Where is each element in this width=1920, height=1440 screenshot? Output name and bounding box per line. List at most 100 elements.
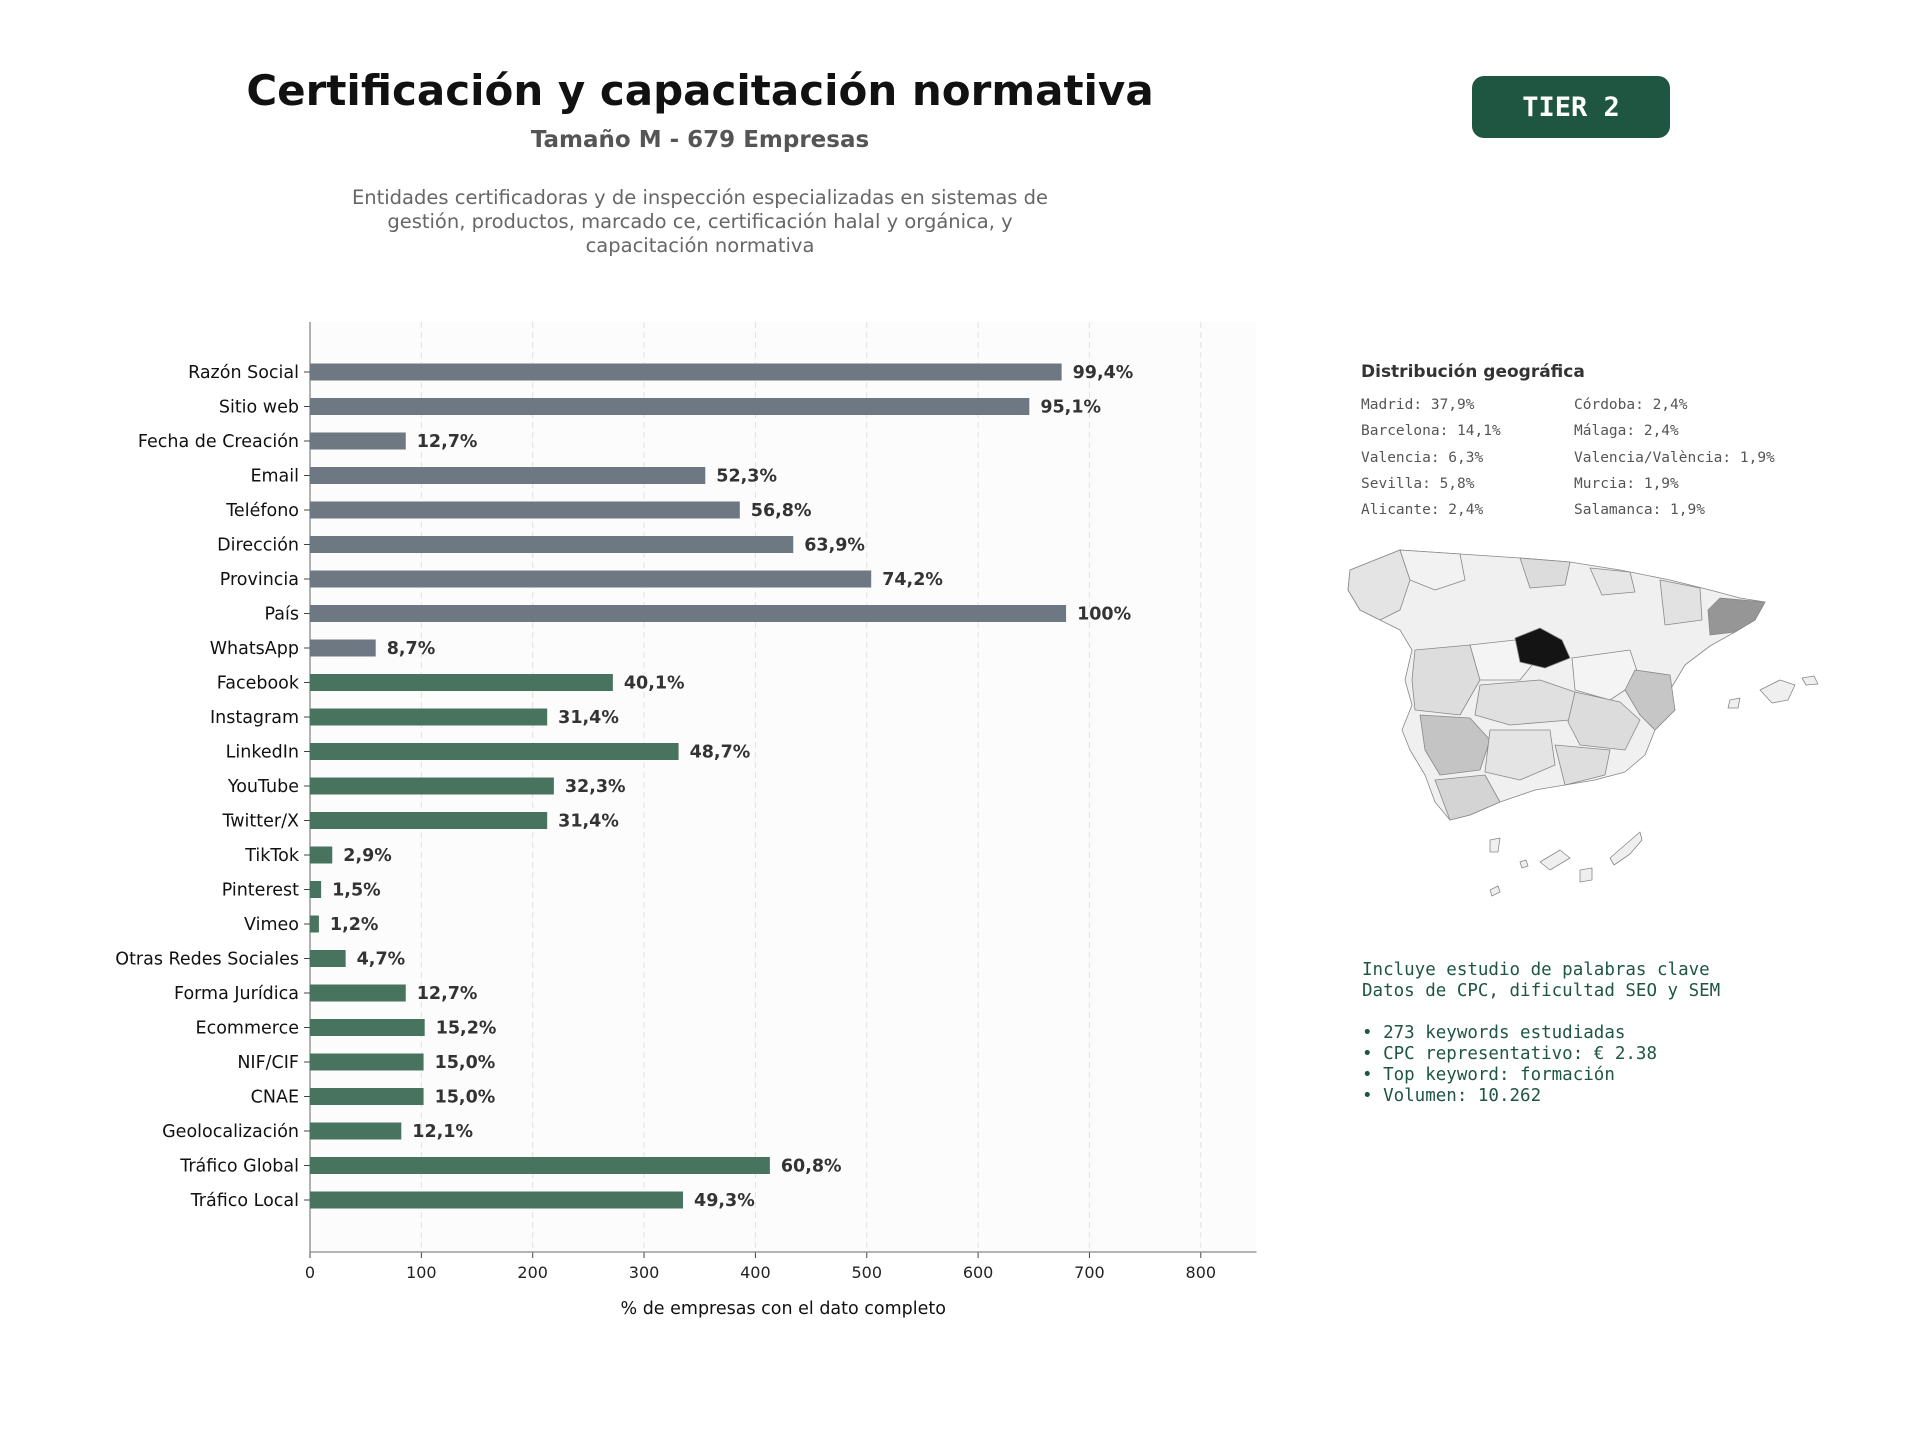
map-island xyxy=(1519,859,1529,869)
y-tick-label: LinkedIn xyxy=(226,743,299,763)
y-tick-label: Pinterest xyxy=(222,881,299,901)
bar-value-label: 15,2% xyxy=(436,1019,497,1039)
y-tick-label: TikTok xyxy=(244,846,300,866)
map-mainland xyxy=(1347,549,1766,821)
map-region xyxy=(1659,579,1703,626)
map-island xyxy=(1579,867,1593,883)
y-tick-label: Geolocalización xyxy=(162,1122,299,1142)
description-line-1: Entidades certificadoras y de inspección… xyxy=(351,186,1049,209)
y-tick-label: Ecommerce xyxy=(196,1019,299,1039)
map-region xyxy=(1519,557,1571,589)
map-region xyxy=(1434,774,1501,821)
spain-map xyxy=(1347,549,1819,897)
y-tick-label: WhatsApp xyxy=(210,639,299,659)
bar-value-label: 63,9% xyxy=(804,536,865,556)
y-tick-label: Email xyxy=(250,467,299,487)
map-region xyxy=(1707,597,1766,636)
bar-value-label: 1,5% xyxy=(332,881,381,901)
geo-item: Valencia/València: 1,9% xyxy=(1574,449,1775,466)
x-tick-label: 600 xyxy=(963,1263,994,1282)
y-tick-label: Razón Social xyxy=(188,363,299,383)
bar-value-label: 56,8% xyxy=(751,501,812,521)
geo-column-left: Madrid: 37,9% Barcelona: 14,1% Valencia:… xyxy=(1361,397,1501,528)
bar-value-label: 12,7% xyxy=(417,984,478,1004)
bar xyxy=(310,432,406,450)
y-tick-label: Dirección xyxy=(217,536,299,556)
bar xyxy=(310,881,322,898)
bar-value-label: 60,8% xyxy=(781,1157,842,1177)
geo-item: Madrid: 37,9% xyxy=(1361,397,1475,413)
bar-value-label: 31,4% xyxy=(558,708,619,728)
bar xyxy=(310,708,548,726)
bar xyxy=(310,777,554,795)
y-tick-label: Forma Jurídica xyxy=(174,984,299,1004)
keyword-bullet: • Volumen: 10.262 xyxy=(1362,1086,1542,1106)
bar xyxy=(310,915,319,933)
bar-value-label: 15,0% xyxy=(435,1088,496,1108)
map-region xyxy=(1484,729,1556,781)
bar xyxy=(310,467,706,484)
map-region xyxy=(1624,669,1676,731)
bar xyxy=(310,1053,424,1071)
bar xyxy=(310,1088,424,1105)
bar-value-label: 48,7% xyxy=(690,743,751,763)
keyword-bullet: • CPC representativo: € 2.38 xyxy=(1362,1044,1658,1064)
y-tick-label: Instagram xyxy=(210,708,299,728)
bar xyxy=(310,743,679,760)
map-island xyxy=(1489,885,1501,897)
x-tick-label: 800 xyxy=(1186,1263,1217,1282)
geo-item: Murcia: 1,9% xyxy=(1574,475,1679,492)
bar xyxy=(310,1157,770,1174)
x-tick-label: 400 xyxy=(740,1263,771,1282)
bar-value-label: 1,2% xyxy=(330,915,379,935)
bar xyxy=(310,674,613,691)
y-tick-label: YouTube xyxy=(227,777,299,797)
keyword-bullet: • 273 keywords estudiadas xyxy=(1362,1023,1626,1043)
map-region xyxy=(1419,714,1491,776)
y-tick-label: CNAE xyxy=(251,1088,299,1108)
x-tick-label: 0 xyxy=(305,1263,315,1282)
bar xyxy=(310,846,333,864)
y-tick-label: Sitio web xyxy=(219,398,299,418)
bar-value-label: 52,3% xyxy=(716,467,777,487)
bar xyxy=(310,570,872,588)
map-island xyxy=(1539,849,1571,871)
bar-value-label: 2,9% xyxy=(343,846,392,866)
keywords-panel: Incluye estudio de palabras clave Datos … xyxy=(1362,960,1720,1107)
x-axis-label: % de empresas con el dato completo xyxy=(621,1299,946,1319)
bar-value-label: 40,1% xyxy=(624,674,685,694)
y-tick-label: Fecha de Creación xyxy=(138,432,299,452)
bar-value-label: 4,7% xyxy=(357,950,406,970)
bar xyxy=(310,1191,684,1209)
map-region xyxy=(1514,627,1571,669)
bar xyxy=(310,1019,425,1036)
y-tick-label: País xyxy=(265,605,299,625)
bar-value-label: 12,1% xyxy=(412,1122,473,1142)
geo-item: Salamanca: 1,9% xyxy=(1574,502,1705,519)
map-region xyxy=(1474,679,1576,726)
bar-value-label: 32,3% xyxy=(565,777,626,797)
bar xyxy=(310,398,1030,415)
map-island xyxy=(1759,679,1796,704)
bar-value-label: 31,4% xyxy=(558,812,619,832)
y-tick-label: Otras Redes Sociales xyxy=(115,950,299,970)
map-island xyxy=(1489,837,1501,853)
y-tick-label: Tráfico Global xyxy=(179,1157,299,1177)
geo-item: Málaga: 2,4% xyxy=(1574,423,1679,440)
map-region xyxy=(1399,549,1466,591)
bar-value-label: 49,3% xyxy=(694,1191,755,1211)
bar-value-label: 99,4% xyxy=(1073,363,1134,383)
sector-description: Entidades certificadoras y de inspección… xyxy=(320,186,1080,258)
description-line-2: gestión, productos, marcado ce, certific… xyxy=(387,210,1013,233)
geo-column-right: Córdoba: 2,4% Málaga: 2,4% Valencia/Valè… xyxy=(1574,397,1775,528)
map-island xyxy=(1801,675,1819,686)
map-region xyxy=(1589,567,1636,596)
bar xyxy=(310,1122,402,1140)
bar-value-label: 12,7% xyxy=(417,432,478,452)
bar xyxy=(310,605,1067,622)
geo-item: Alicante: 2,4% xyxy=(1361,502,1484,519)
bar-value-label: 74,2% xyxy=(882,570,943,590)
page-title: Certificación y capacitación normativa xyxy=(246,66,1154,115)
y-tick-label: Teléfono xyxy=(225,501,299,521)
y-tick-label: Facebook xyxy=(217,674,300,694)
